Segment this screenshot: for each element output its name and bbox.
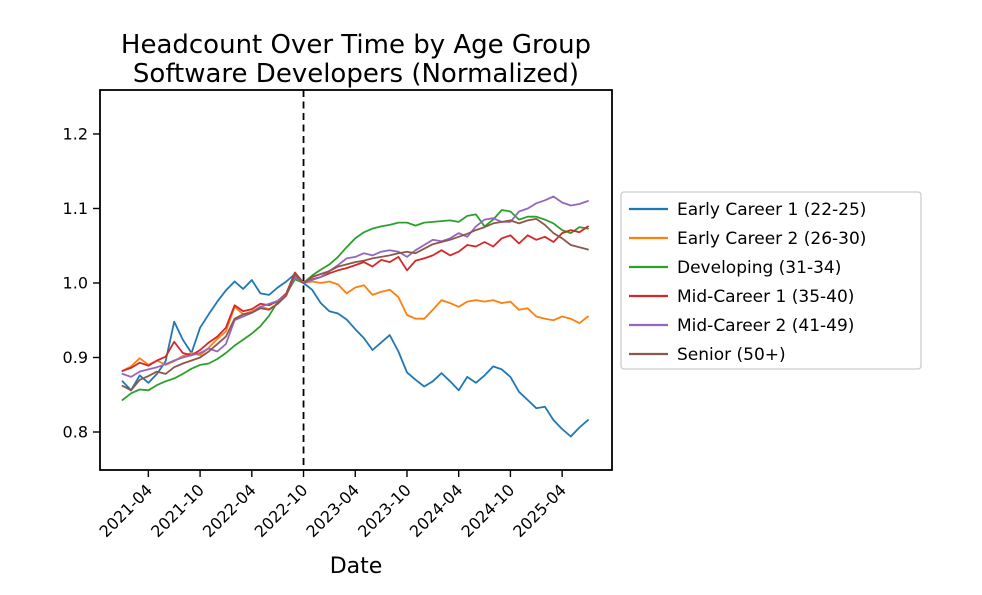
series-line-mid-career-2-41-49 xyxy=(121,195,589,378)
axes-frame xyxy=(99,89,613,471)
legend-label-mid-career-2-41-49: Mid-Career 2 (41-49) xyxy=(677,316,854,336)
legend-label-early-career-1-22-25: Early Career 1 (22-25) xyxy=(677,200,866,220)
x-tick-label: 2024-10 xyxy=(458,480,519,541)
series-line-early-career-1-22-25 xyxy=(121,273,589,438)
legend-label-early-career-2-26-30: Early Career 2 (26-30) xyxy=(677,229,866,249)
series-line-senior-50 xyxy=(121,217,589,392)
series-line-early-career-2-26-30 xyxy=(121,274,589,372)
legend-label-senior-50: Senior (50+) xyxy=(677,345,786,365)
series-line-mid-career-1-35-40 xyxy=(121,225,589,372)
y-tick-label: 0.9 xyxy=(63,348,88,367)
legend-box xyxy=(620,191,922,370)
y-tick-label: 1.2 xyxy=(63,124,88,143)
x-tick-label: 2022-04 xyxy=(199,480,260,541)
series-line-developing-31-34 xyxy=(121,209,589,401)
x-tick-label: 2021-10 xyxy=(147,480,208,541)
plot-area: 0.8 0.9 1.0 1.1 1.2 2021-042021-102022-042022… xyxy=(63,89,613,541)
legend: Early Career 1 (22-25) Early Career 2 (26… xyxy=(620,191,922,370)
x-tick-label: 2021-04 xyxy=(95,480,156,541)
x-axis-label: Date xyxy=(330,554,383,579)
x-tick-label: 2025-04 xyxy=(509,480,570,541)
y-tick-label: 1.0 xyxy=(63,273,88,292)
legend-label-developing-31-34: Developing (31-34) xyxy=(677,258,841,278)
x-tick-label: 2023-04 xyxy=(302,480,363,541)
x-tick-label: 2023-10 xyxy=(354,480,415,541)
y-tick-label: 0.8 xyxy=(63,423,88,442)
legend-label-mid-career-1-35-40: Mid-Career 1 (35-40) xyxy=(677,287,854,307)
y-tick-label: 1.1 xyxy=(63,199,88,218)
chart-subtitle: Software Developers (Normalized) xyxy=(133,59,579,89)
x-tick-label: 2022-10 xyxy=(251,480,312,541)
x-tick-label: 2024-04 xyxy=(406,480,467,541)
chart-title: Headcount Over Time by Age Group xyxy=(121,30,591,60)
